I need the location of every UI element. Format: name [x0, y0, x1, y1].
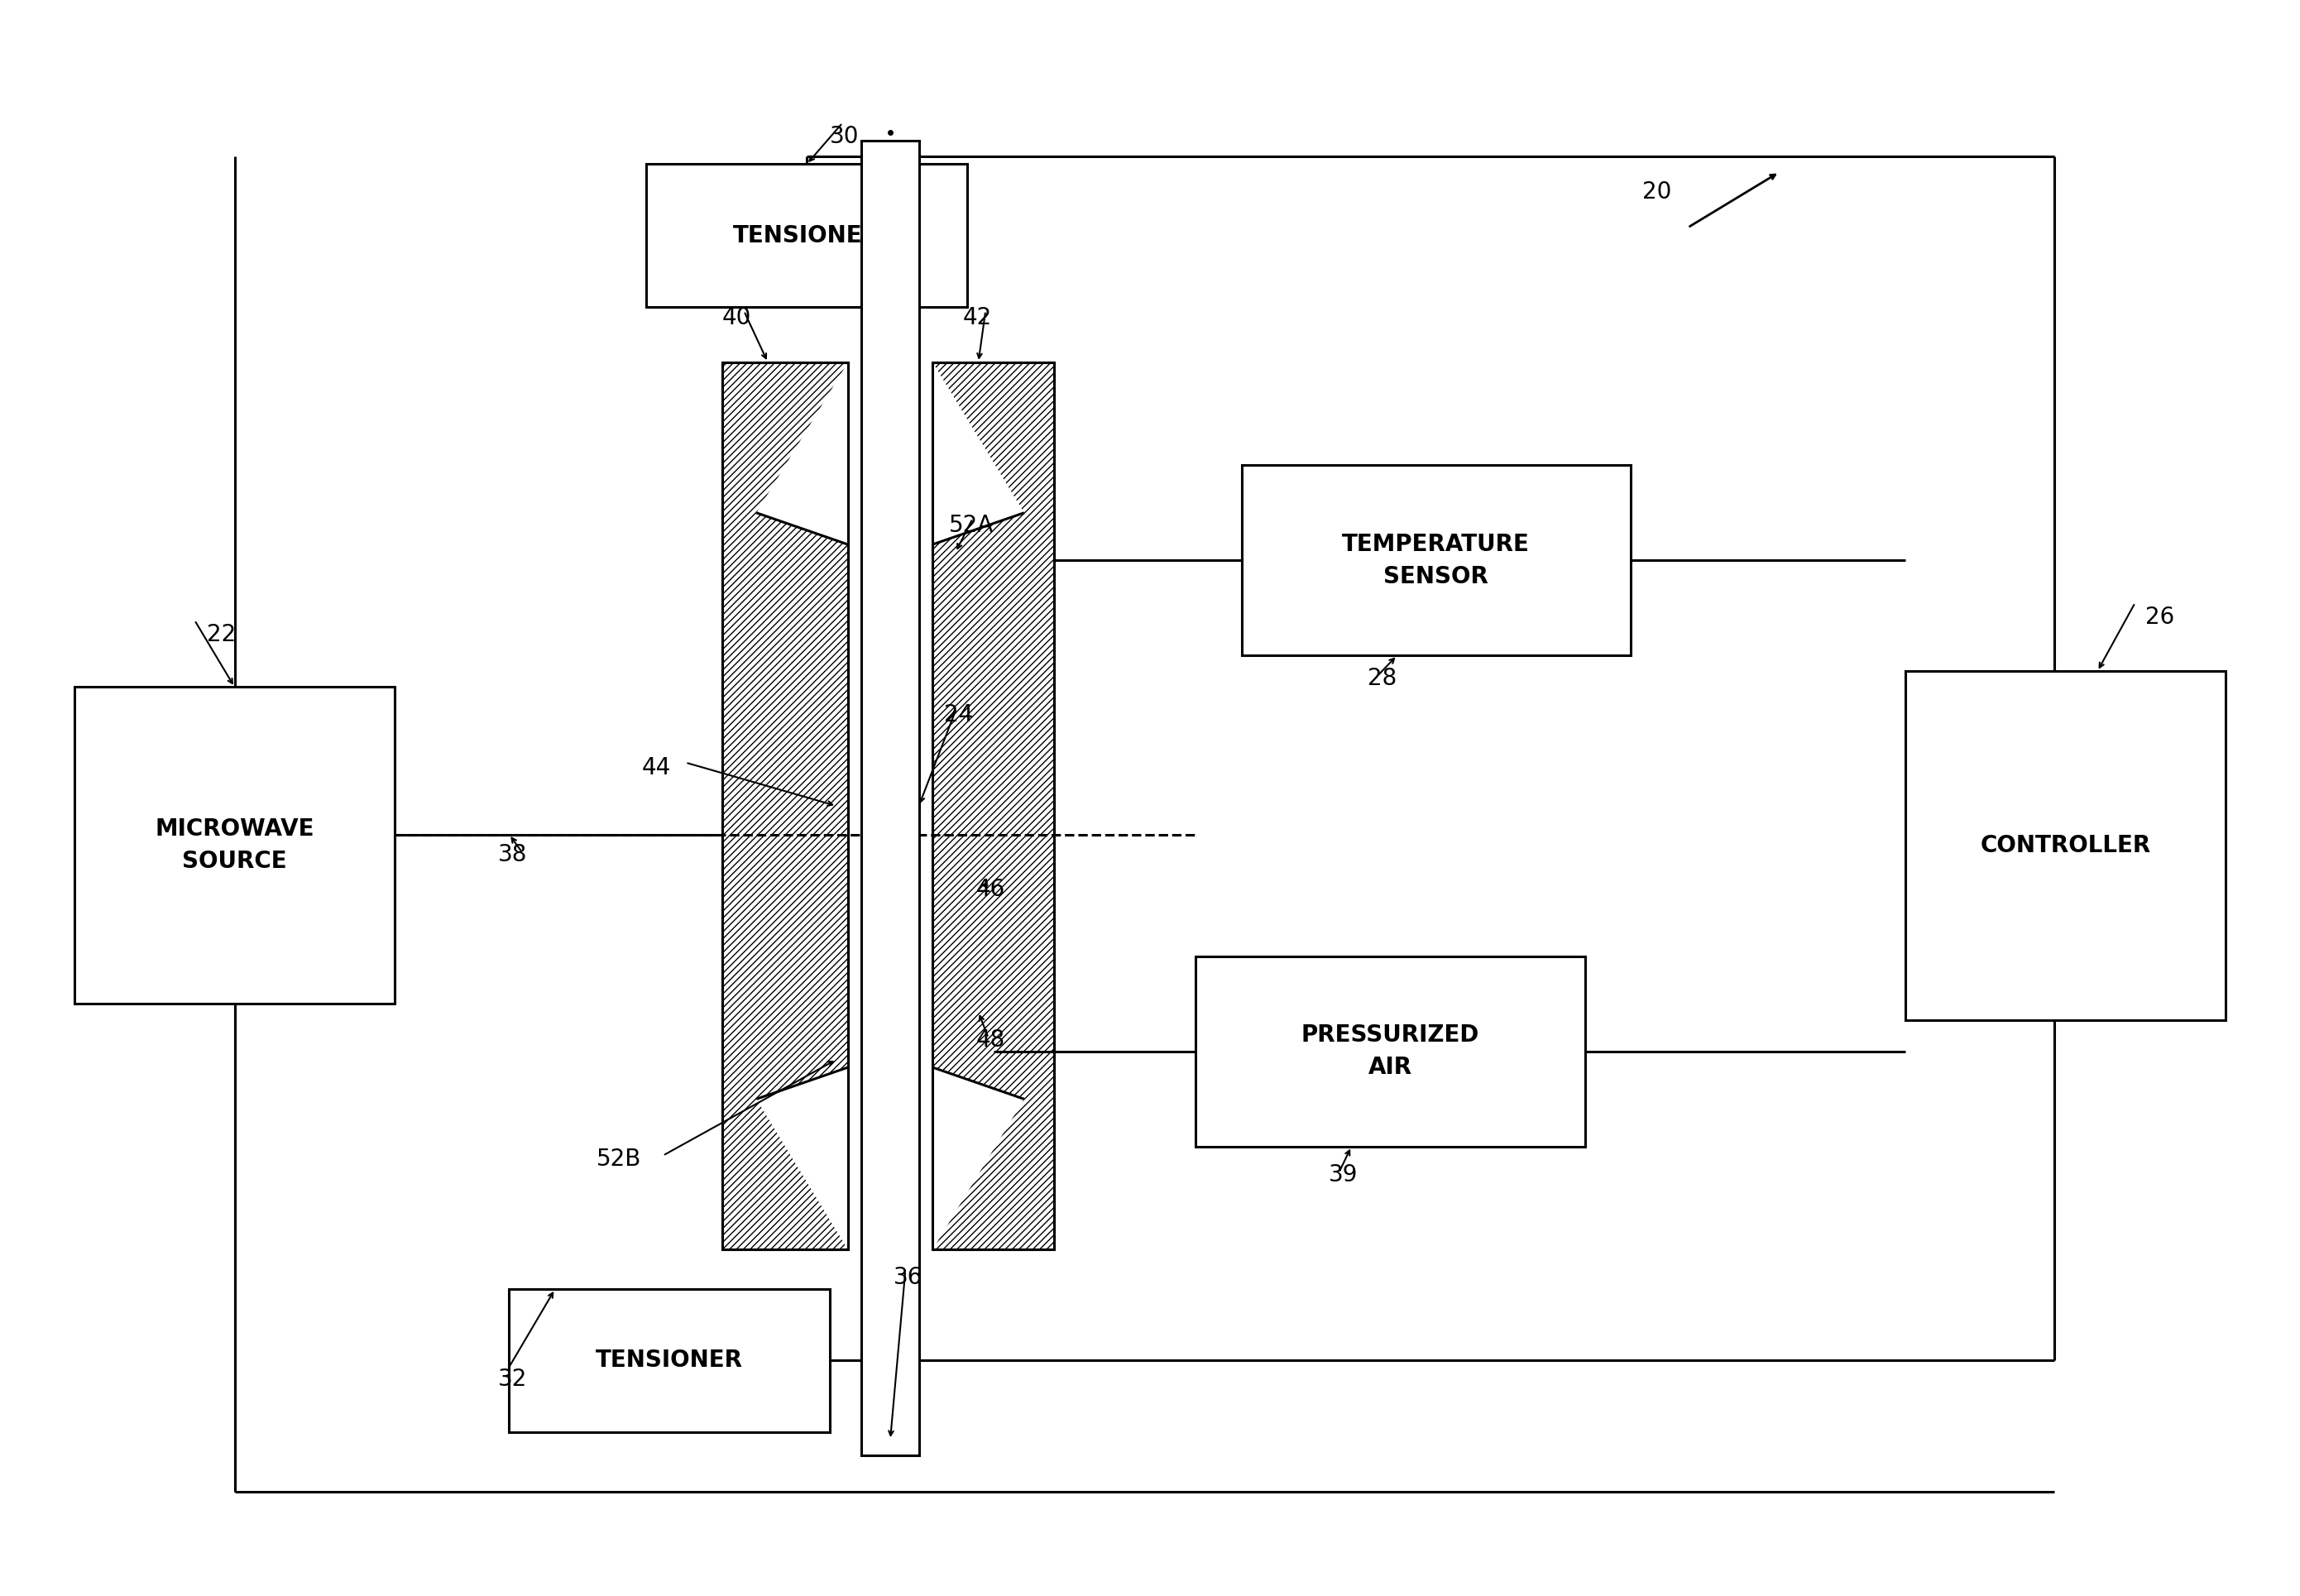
Text: 22: 22	[207, 622, 237, 646]
Text: 52A: 52A	[948, 514, 994, 536]
Text: 44: 44	[642, 757, 672, 779]
Polygon shape	[932, 1068, 1024, 1250]
Bar	[1904, 672, 2226, 1020]
Text: 39: 39	[1329, 1163, 1357, 1186]
Text: TEMPERATURE
SENSOR: TEMPERATURE SENSOR	[1343, 533, 1530, 587]
Bar	[74, 688, 396, 1004]
Polygon shape	[932, 362, 1024, 544]
Bar	[862, 140, 920, 1456]
Text: PRESSURIZED
AIR: PRESSURIZED AIR	[1302, 1023, 1479, 1079]
Polygon shape	[932, 362, 1053, 1250]
Text: 24: 24	[943, 704, 973, 726]
Text: 46: 46	[975, 878, 1005, 902]
Bar	[1242, 466, 1631, 656]
Text: 38: 38	[497, 843, 527, 867]
Text: 42: 42	[961, 306, 991, 329]
Text: 32: 32	[497, 1368, 527, 1390]
Text: 30: 30	[830, 124, 858, 148]
Text: 26: 26	[2146, 605, 2176, 629]
Bar	[1196, 956, 1585, 1146]
Text: TENSIONER: TENSIONER	[734, 223, 881, 247]
Text: 40: 40	[722, 306, 752, 329]
Bar	[508, 1290, 830, 1432]
Text: 20: 20	[1642, 180, 1672, 204]
Text: MICROWAVE
SOURCE: MICROWAVE SOURCE	[154, 817, 315, 873]
Bar	[646, 164, 966, 306]
Text: 52B: 52B	[596, 1148, 642, 1170]
Polygon shape	[757, 362, 849, 544]
Polygon shape	[757, 1068, 849, 1250]
Text: CONTROLLER: CONTROLLER	[1980, 835, 2150, 857]
Text: TENSIONER: TENSIONER	[596, 1349, 743, 1373]
Text: 28: 28	[1368, 667, 1396, 689]
Polygon shape	[722, 362, 849, 1250]
Text: 36: 36	[895, 1266, 922, 1290]
Text: 48: 48	[975, 1028, 1005, 1052]
